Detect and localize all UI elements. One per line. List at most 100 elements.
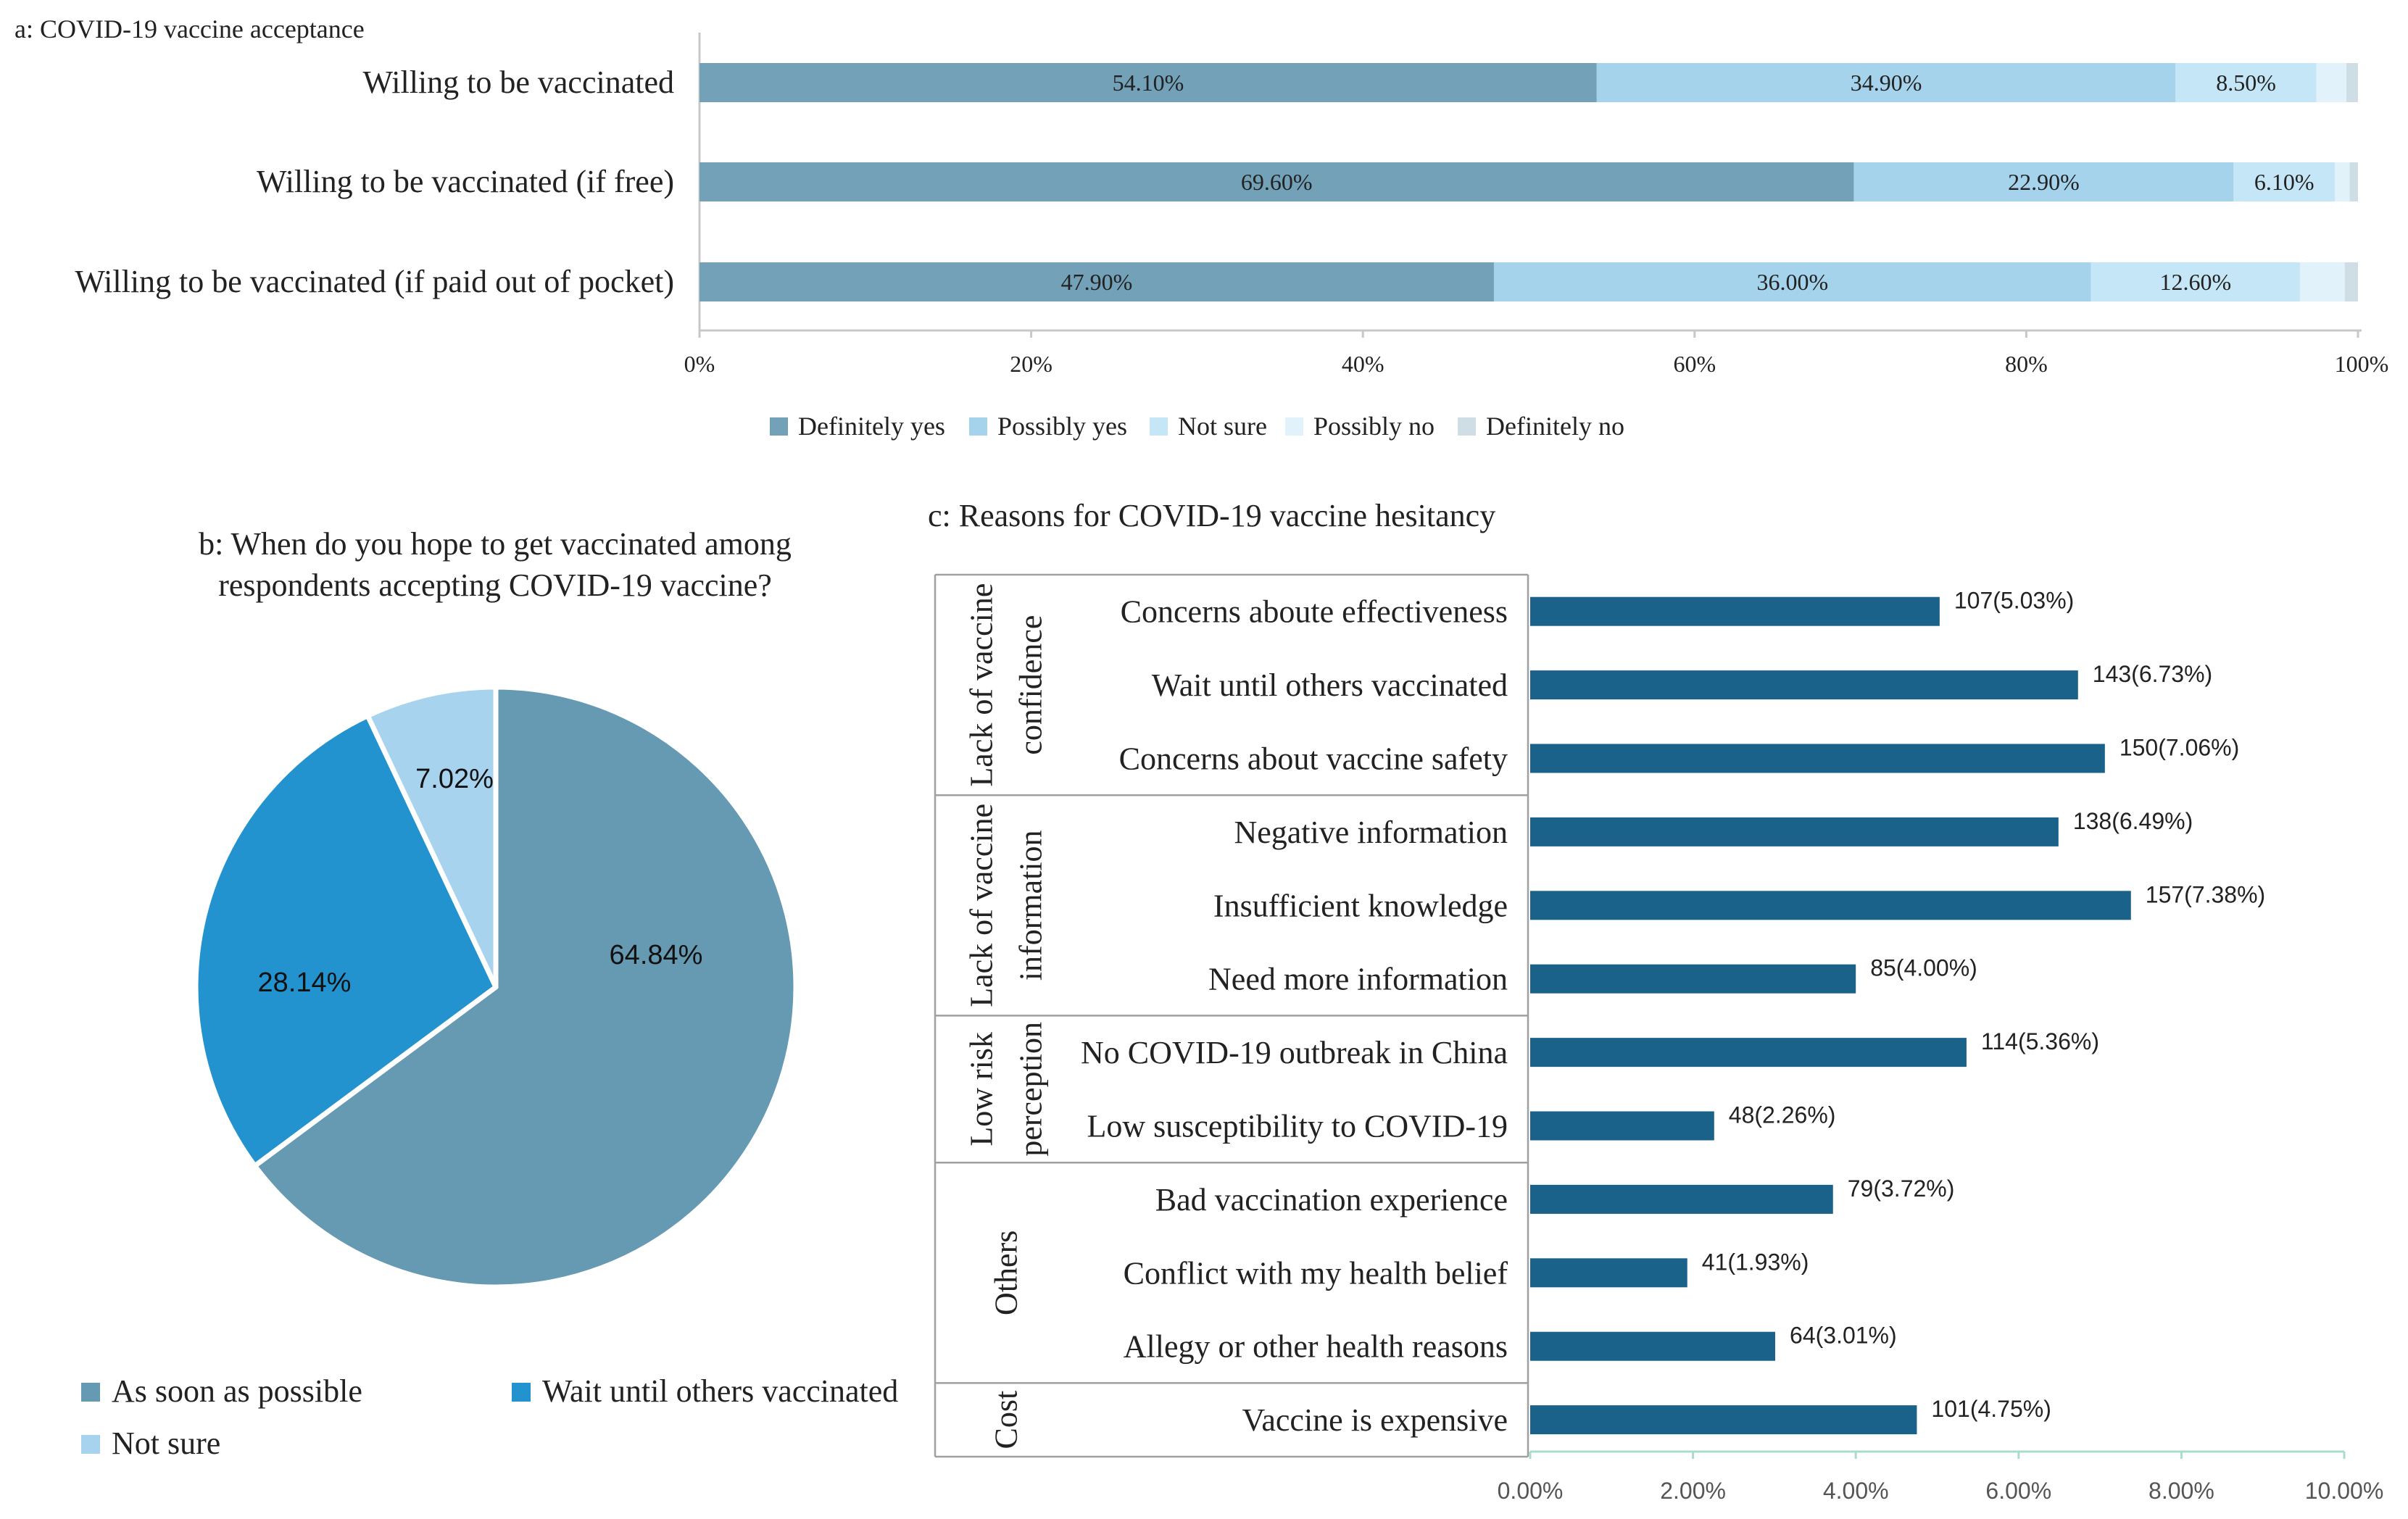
bar [1530,1038,1967,1068]
group-label: Cost [989,1391,1024,1449]
bar-data-label: 143(6.73%) [2093,661,2212,687]
legend-swatch-possibly-no [1285,417,1303,436]
x-tick-label: 0.00% [1498,1478,1564,1504]
bar [1530,1111,1714,1141]
panel-a-category-label: Willing to be vaccinated [362,64,674,100]
bar-data-label: 48(2.26%) [1729,1102,1836,1128]
category-label: Insufficient knowledge [1213,888,1508,923]
group-label: Others [989,1231,1024,1315]
data-label-definitely-yes: 69.60% [1241,169,1313,195]
bar [1530,891,2131,920]
category-label: Need more information [1208,962,1508,997]
data-label-possibly-yes: 34.90% [1851,70,1922,96]
category-label: Conflict with my health belief [1124,1255,1508,1291]
bar-segment-possibly-no [2334,162,2350,201]
legend-swatch-not-sure [1150,417,1168,436]
bar [1530,744,2105,773]
bar [1530,670,2078,700]
group-label: perception [1013,1022,1049,1157]
bar-segment-possibly-yes [1493,262,2091,301]
panel-b-title-line-1: b: When do you hope to get vaccinated am… [199,526,792,562]
bar-segment-definitely-yes [699,162,1854,201]
x-tick-label: 10.00% [2305,1478,2384,1504]
bar-segment-not-sure [2175,63,2317,102]
pie-slice-as-soon-as-possible [252,684,799,1290]
legend-label-possibly-no: Possibly no [1313,412,1435,441]
bar-segment-possibly-yes [1853,162,2234,201]
legend-swatch-as-soon-as-possible [81,1383,100,1402]
bar-data-label: 138(6.49%) [2073,808,2193,834]
category-label: Negative information [1234,815,1508,850]
bar [1530,1405,1917,1435]
panel-a-title: a: COVID-19 vaccine acceptance [14,14,365,43]
x-tick-label: 2.00% [1660,1478,1726,1504]
data-label-definitely-yes: 54.10% [1113,70,1184,96]
bar [1530,1331,1776,1361]
pie-data-label-wait-until-others: 28.14% [258,967,352,998]
bar-data-label: 85(4.00%) [1870,955,1977,981]
legend-label-possibly-yes: Possibly yes [997,412,1127,441]
group-label: Low risk [964,1032,1000,1146]
pie-slice-not-sure [365,684,499,990]
bar-data-label: 79(3.72%) [1848,1175,1955,1202]
data-label-definitely-yes: 47.90% [1061,269,1133,295]
x-tick-label: 60% [1673,351,1716,377]
panel-a-stacked-bar-chart: a: COVID-19 vaccine acceptance Willing t… [14,14,2388,441]
bar [1530,1184,1833,1214]
bar-segment-possibly-yes [1596,63,2176,102]
data-label-not-sure: 12.60% [2159,269,2231,295]
category-label: No COVID-19 outbreak in China [1081,1035,1508,1070]
bar-segment-definitely-no [2349,162,2358,201]
bar-segment-not-sure [2233,162,2335,201]
group-label: Lack of vaccine [964,804,1000,1007]
legend-label-definitely-yes: Definitely yes [798,412,945,441]
legend-label-not-sure: Not sure [1178,412,1267,441]
group-label: confidence [1013,615,1049,755]
legend-swatch-definitely-no [1458,417,1476,436]
x-tick-label: 0% [684,351,715,377]
category-label: Vaccine is expensive [1242,1402,1508,1438]
x-tick-label: 100% [2335,351,2389,377]
bar-data-label: 157(7.38%) [2146,881,2265,907]
data-label-possibly-yes: 22.90% [2008,169,2080,195]
bar [1530,817,2059,846]
bar-segment-definitely-no [2346,63,2358,102]
legend-label-wait-until-others: Wait until others vaccinated [542,1373,898,1409]
x-tick-label: 80% [2005,351,2048,377]
data-label-not-sure: 6.10% [2254,169,2314,195]
panel-a-category-label: Willing to be vaccinated (if free) [257,164,674,199]
panel-c-title: c: Reasons for COVID-19 vaccine hesitanc… [928,498,1495,533]
legend-label-not-sure: Not sure [112,1426,220,1461]
legend-swatch-wait-until-others [512,1383,531,1402]
bar-segment-possibly-no [2299,262,2345,301]
pie-data-label-not-sure: 7.02% [415,764,494,794]
category-label: Wait until others vaccinated [1152,667,1508,703]
bar [1530,1258,1687,1288]
bar-data-label: 101(4.75%) [1931,1396,2051,1422]
category-label: Bad vaccination experience [1155,1182,1508,1218]
panel-b-pie-chart: b: When do you hope to get vaccinated am… [81,526,898,1461]
bar-data-label: 41(1.93%) [1702,1249,1809,1275]
bar-segment-definitely-yes [699,63,1597,102]
x-tick-label: 4.00% [1823,1478,1889,1504]
x-tick-label: 20% [1010,351,1053,377]
legend-swatch-definitely-yes [770,417,788,436]
x-tick-label: 6.00% [1985,1478,2051,1504]
category-label: Allegy or other health reasons [1124,1329,1508,1365]
bar-segment-definitely-yes [699,262,1494,301]
bar-segment-definitely-no [2344,262,2358,301]
data-label-possibly-yes: 36.00% [1756,269,1828,295]
bar-segment-not-sure [2091,262,2300,301]
panel-c-category-table [934,573,1529,1458]
group-label: information [1013,830,1049,981]
bar-data-label: 64(3.01%) [1790,1323,1897,1349]
panel-a-category-label: Willing to be vaccinated (if paid out of… [75,264,674,299]
bar [1530,596,1940,626]
group-label: Lack of vaccine [964,583,1000,787]
legend-label-as-soon-as-possible: As soon as possible [112,1373,362,1409]
category-label: Concerns about vaccine safety [1119,741,1508,777]
pie-data-label-as-soon-as-possible: 64.84% [610,940,703,970]
category-label: Concerns aboute effectiveness [1121,594,1508,630]
bar-data-label: 150(7.06%) [2120,735,2239,761]
